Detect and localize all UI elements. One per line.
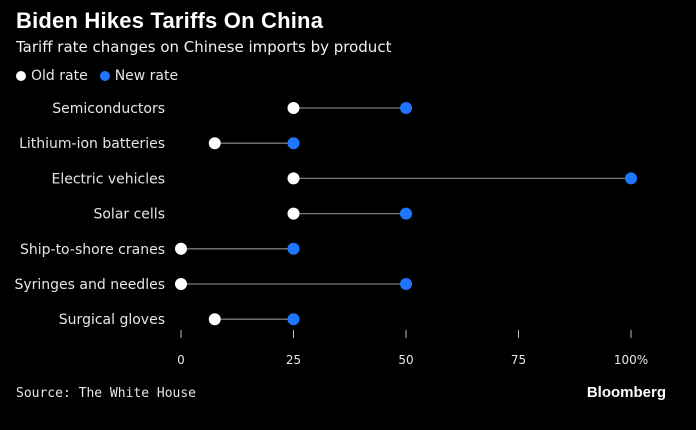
new-rate-dot-syringes-and-needles [400, 278, 412, 290]
x-tick-label-0: 0 [177, 353, 185, 367]
x-tick-label-75: 75 [511, 353, 526, 367]
source-note: Source: The White House [16, 386, 197, 401]
old-rate-dot-syringes-and-needles [175, 278, 187, 290]
legend-item-new-rate: New rate [99, 68, 179, 84]
new-rate-dot-lithium-ion-batteries [287, 137, 300, 150]
old-rate-dot-semiconductors [287, 102, 300, 114]
old-rate-legend-dot [16, 71, 26, 81]
category-label-electric-vehicles: Electric vehicles [52, 171, 165, 187]
category-label-lithium-ion-batteries: Lithium-ion batteries [19, 136, 165, 152]
category-label-ship-to-shore-cranes: Ship-to-shore cranes [20, 242, 165, 258]
old-rate-dot-solar-cells [287, 207, 300, 220]
new-rate-dot-semiconductors [400, 102, 412, 114]
old-rate-dot-electric-vehicles [287, 172, 300, 185]
new-rate-dot-electric-vehicles [625, 172, 637, 185]
category-label-semiconductors: Semiconductors [52, 101, 165, 117]
old-rate-dot-surgical-gloves [208, 313, 221, 326]
bloomberg-logo: Bloomberg [586, 384, 666, 401]
x-tick-label-25: 25 [286, 353, 301, 367]
new-rate-dot-solar-cells [400, 207, 412, 220]
old-rate-dot-ship-to-shore-cranes [175, 242, 187, 255]
legend: Old rate New rate [16, 68, 190, 84]
legend-label-old-rate: Old rate [31, 68, 88, 84]
new-rate-dot-surgical-gloves [287, 313, 300, 326]
chart-subtitle: Tariff rate changes on Chinese imports b… [16, 38, 392, 56]
new-rate-dot-ship-to-shore-cranes [287, 242, 300, 255]
category-label-solar-cells: Solar cells [93, 207, 165, 223]
legend-item-old-rate: Old rate [16, 68, 88, 84]
chart-title: Biden Hikes Tariffs On China [16, 8, 324, 33]
legend-label-new-rate: New rate [114, 68, 179, 84]
new-rate-legend-dot [99, 71, 110, 81]
category-label-surgical-gloves: Surgical gloves [59, 312, 165, 328]
category-label-syringes-and-needles: Syringes and needles [14, 277, 165, 293]
x-tick-label-100: 100% [614, 353, 648, 367]
x-tick-label-50: 50 [398, 353, 413, 367]
old-rate-dot-lithium-ion-batteries [208, 137, 221, 150]
